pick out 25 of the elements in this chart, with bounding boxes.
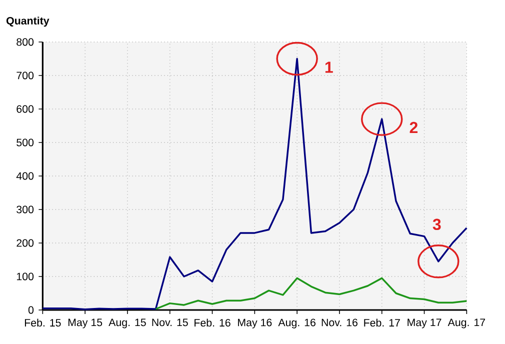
- x-tick-label: May 17: [408, 318, 442, 328]
- annotation: 3: [432, 218, 441, 230]
- y-tick-label: 700: [16, 72, 34, 80]
- y-tick-label: 0: [28, 306, 34, 314]
- x-tick-label: Aug. 17: [448, 318, 486, 328]
- x-tick-label: Feb. 17: [364, 318, 400, 327]
- y-tick-label: 300: [16, 206, 34, 214]
- line-series: [154, 277, 468, 310]
- x-tick-label: Nov. 16: [322, 318, 358, 326]
- annotation: 1: [325, 62, 333, 73]
- x-tick-label: Aug. 16: [278, 318, 316, 328]
- y-tick-label: 400: [16, 172, 34, 180]
- y-tick-label: 600: [16, 105, 34, 113]
- y-axis-title: Quantity: [6, 16, 50, 27]
- x-tick-label: Nov. 15: [152, 318, 188, 326]
- y-tick-label: 200: [16, 239, 34, 247]
- y-tick-label: 100: [16, 272, 34, 280]
- x-tick-label: Feb. 15: [24, 318, 61, 327]
- x-tick-label: May 15: [68, 318, 102, 328]
- x-tick-label: May 16: [238, 318, 272, 328]
- y-tick-label: 800: [16, 38, 34, 46]
- x-tick-label: Feb. 16: [194, 318, 230, 327]
- x-tick-label: Aug. 15: [108, 318, 146, 328]
- annotation: 2: [410, 122, 418, 134]
- y-tick-label: 500: [16, 138, 34, 146]
